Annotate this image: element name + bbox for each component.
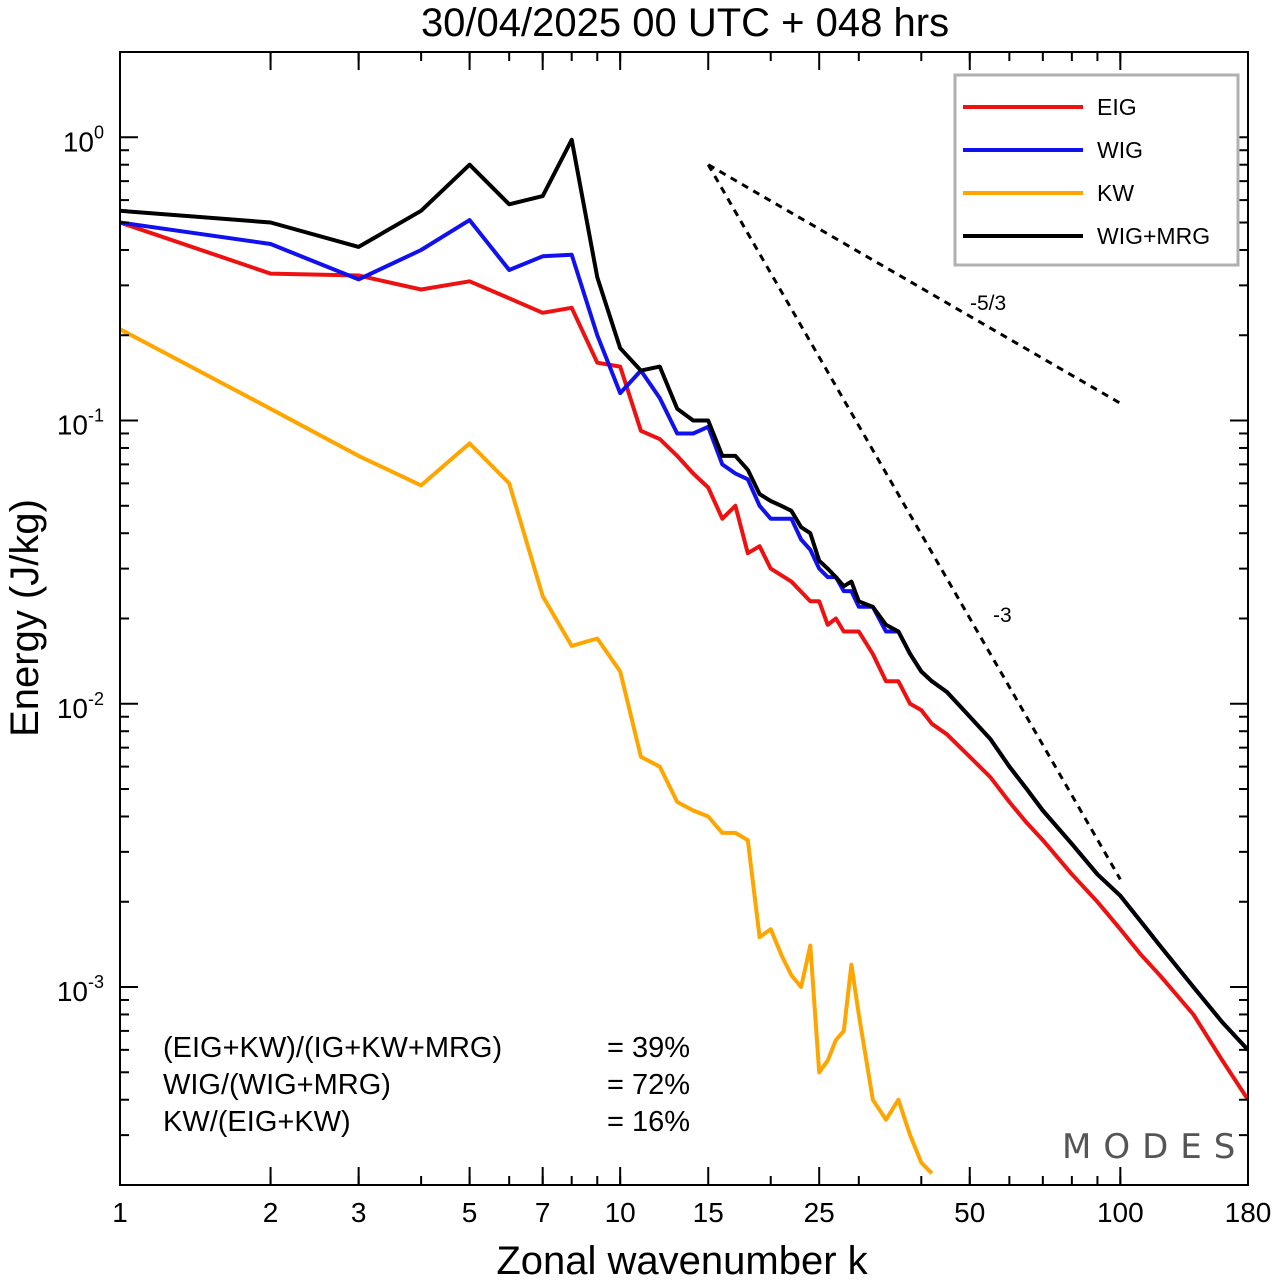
y-tick-labels: 100 10-1 10-2 10-3 [57,122,104,1007]
y-tick-label: 100 [63,122,104,157]
series-group [120,137,1248,1175]
legend-label-wig-mrg: WIG+MRG [1097,223,1210,249]
x-tick-labels: 1 2 3 5 7 10 15 25 50 100 180 [112,1197,1271,1228]
series-kw-line [120,327,934,1175]
x-tick-label: 3 [351,1197,367,1228]
stat-value: = 72% [607,1069,690,1101]
reference-label-minus-5-3: -5/3 [970,292,1006,315]
legend: EIG WIG KW WIG+MRG [953,73,1240,267]
x-tick-label: 100 [1097,1197,1144,1228]
x-tick-label: 15 [693,1197,724,1228]
reference-line-minus-3 [706,163,1122,881]
y-tick-label: 10-2 [57,689,104,724]
legend-label-kw: KW [1097,180,1134,206]
chart-title: 30/04/2025 00 UTC + 048 hrs [421,1,949,45]
reference-label-minus-3: -3 [993,604,1012,627]
x-tick-label: 180 [1225,1197,1272,1228]
stats-annotations: (EIG+KW)/(IG+KW+MRG) = 39% WIG/(WIG+MRG) = … [163,1032,690,1138]
y-axis-label: Energy (J/kg) [3,499,47,737]
x-tick-label: 7 [535,1197,551,1228]
x-tick-label: 25 [804,1197,835,1228]
legend-label-wig: WIG [1097,137,1143,163]
legend-label-eig: EIG [1097,94,1137,120]
y-tick-label: 10-1 [57,406,104,441]
modes-watermark: MODES [1062,1127,1247,1167]
series-eig-line [120,220,1248,1101]
stat-value: = 16% [607,1106,690,1138]
y-tick-label: 10-3 [57,972,104,1007]
x-tick-label: 5 [462,1197,478,1228]
stat-value: = 39% [607,1032,690,1064]
reference-lines: -5/3 -3 [706,163,1122,881]
series-wig-mrg-line [120,137,1248,1052]
reference-line-minus-5-3 [707,163,1122,405]
series-wig-line [120,218,1248,1052]
axis-ticks [119,51,1249,1186]
x-tick-label: 50 [954,1197,985,1228]
x-tick-label: 10 [605,1197,636,1228]
x-axis-label: Zonal wavenumber k [496,1239,868,1281]
x-tick-label: 1 [112,1197,128,1228]
legend-items: EIG WIG KW WIG+MRG [963,94,1210,249]
x-tick-label: 2 [263,1197,279,1228]
stat-label: WIG/(WIG+MRG) [163,1069,391,1101]
stat-label: KW/(EIG+KW) [163,1106,351,1138]
stat-label: (EIG+KW)/(IG+KW+MRG) [163,1032,502,1064]
plot-area: -5/3 -3 [119,51,1249,1186]
